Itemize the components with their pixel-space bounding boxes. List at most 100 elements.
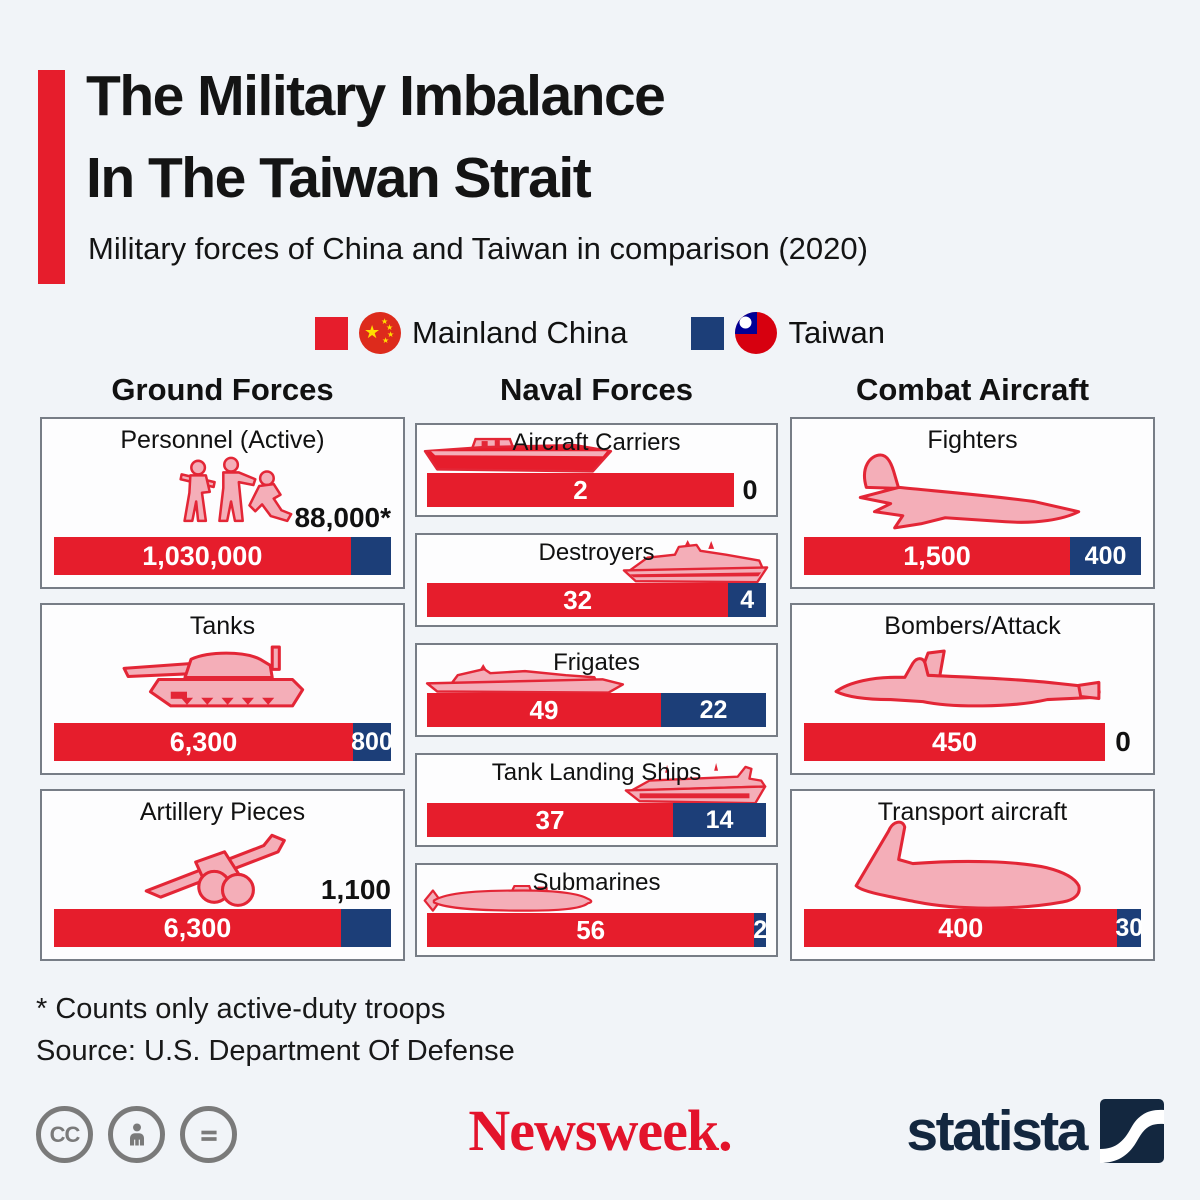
comparison-bar: 450 0 <box>804 723 1141 761</box>
column-naval-forces: Naval Forces Aircraft Carriers 2 0 <box>415 372 778 957</box>
svg-text:★: ★ <box>387 330 394 339</box>
svg-text:★: ★ <box>364 322 380 343</box>
china-value-label: 400 <box>938 912 984 943</box>
taiwan-bar-segment <box>350 537 391 575</box>
china-bar-segment: 2 <box>427 473 734 507</box>
taiwan-bar-segment: 14 <box>672 803 766 837</box>
no-derivatives-icon <box>180 1106 237 1163</box>
footnote-asterisk: * Counts only active-duty troops <box>36 993 446 1025</box>
panel-title-transport: Transport aircraft <box>877 798 1068 826</box>
panel-transport: Transport aircraft 400 30 <box>790 789 1155 961</box>
column-header-aircraft: Combat Aircraft <box>855 372 1090 407</box>
taiwan-value-label: 30 <box>1115 913 1144 942</box>
panel-personnel: Personnel (Active) 88,000* 1,030,000 <box>40 417 405 589</box>
fighter-icon <box>836 451 1104 538</box>
taiwan-value-label: 2 <box>753 915 768 944</box>
panel-frigates: Frigates 49 22 <box>415 643 778 737</box>
svg-text:★: ★ <box>382 336 389 345</box>
panel-title-tank-landing-ships: Tank Landing Ships <box>491 759 702 786</box>
statista-wordmark: statista <box>906 1099 1088 1163</box>
footnote-source: Source: U.S. Department Of Defense <box>36 1035 515 1067</box>
panel-title-carriers: Aircraft Carriers <box>512 429 681 456</box>
taiwan-bar-segment: 400 <box>1070 537 1141 575</box>
svg-text:★: ★ <box>381 317 388 326</box>
soldiers-icon <box>170 455 296 527</box>
comparison-bar: 6,300 800 <box>54 723 393 761</box>
china-bar-segment: 6,300 <box>54 723 354 761</box>
newsweek-logo: Newsweek. <box>468 1098 732 1163</box>
panel-bombers: Bombers/Attack 450 0 <box>790 603 1155 775</box>
column-combat-aircraft: Combat Aircraft Fighters 1,500 400 Bombe… <box>790 372 1155 961</box>
comparison-bar: 37 14 <box>427 803 766 837</box>
china-value-label: 1,500 <box>903 540 971 571</box>
panel-tank-landing-ships: Tank Landing Ships 37 14 <box>415 753 778 847</box>
taiwan-bar-segment: 22 <box>660 693 766 727</box>
china-bar-segment: 400 <box>804 909 1118 947</box>
china-value-label: 37 <box>535 804 565 835</box>
column-header-ground: Ground Forces <box>111 372 334 407</box>
frigate-icon <box>423 664 627 697</box>
taiwan-value-label: 14 <box>705 805 734 834</box>
comparison-bar: 56 2 <box>427 913 768 947</box>
panel-title-tanks: Tanks <box>189 612 256 640</box>
china-value-label: 2 <box>573 474 588 505</box>
taiwan-value-label: 0 <box>1115 726 1131 757</box>
cc-icon: CC <box>36 1106 93 1163</box>
taiwan-bar-segment: 4 <box>728 583 766 617</box>
panel-tanks: Tanks 6,300 800 <box>40 603 405 775</box>
aircraft-carrier-icon <box>423 433 615 475</box>
cc-label: CC <box>49 1121 81 1147</box>
transport-aircraft-icon <box>846 817 1094 912</box>
comparison-bar: 49 22 <box>427 693 766 727</box>
china-color-swatch <box>315 316 349 350</box>
tank-landing-ship-icon <box>620 761 772 806</box>
china-bar-segment: 56 <box>427 913 755 947</box>
china-bar-segment: 1,030,000 <box>54 537 351 575</box>
china-bar-segment: 1,500 <box>804 537 1071 575</box>
panel-title-frigates: Frigates <box>553 649 640 676</box>
panel-submarines: Submarines 56 2 <box>415 863 778 957</box>
china-bar-segment: 49 <box>427 693 661 727</box>
panel-fighters: Fighters 1,500 400 <box>790 417 1155 589</box>
taiwan-color-swatch <box>691 316 725 350</box>
panel-aircraft-carriers: Aircraft Carriers 2 0 <box>415 423 778 517</box>
taiwan-bar-segment: 30 <box>1115 909 1144 947</box>
tank-icon <box>118 643 326 720</box>
taiwan-value-label: 400 <box>1084 541 1127 570</box>
china-value-label: 1,030,000 <box>142 540 263 571</box>
china-value-label: 49 <box>529 694 559 725</box>
bomber-icon <box>830 647 1108 722</box>
legend-item-taiwan: Taiwan <box>691 311 885 355</box>
page-subtitle: Military forces of China and Taiwan in c… <box>88 231 868 266</box>
legend: ★ ★ ★ ★ ★ Mainland China Taiwan <box>0 311 1200 355</box>
svg-text:★: ★ <box>386 323 393 332</box>
column-ground-forces: Ground Forces Personnel (Active) 88,000*… <box>40 372 405 961</box>
china-value-label: 32 <box>563 584 593 615</box>
legend-label-china: Mainland China <box>412 315 628 350</box>
title-line-2: In The Taiwan Strait <box>86 145 592 210</box>
china-bar-segment: 450 <box>804 723 1105 761</box>
taiwan-flag-icon <box>734 311 778 355</box>
destroyer-icon <box>620 540 772 585</box>
title-line-1: The Military Imbalance <box>86 64 666 128</box>
column-header-naval: Naval Forces <box>500 372 693 407</box>
title-accent-bar <box>38 70 65 284</box>
panel-title-submarines: Submarines <box>532 869 661 896</box>
china-value-label: 450 <box>931 726 978 757</box>
taiwan-bar-segment: 2 <box>753 913 768 947</box>
taiwan-value-label: 22 <box>699 695 728 724</box>
legend-label-taiwan: Taiwan <box>788 315 885 350</box>
china-bar-segment: 37 <box>427 803 673 837</box>
panel-destroyers: Destroyers 32 4 <box>415 533 778 627</box>
taiwan-value-label: 0 <box>742 474 758 505</box>
comparison-bar: 6,300 <box>54 909 391 947</box>
comparison-bar: 2 0 <box>427 473 766 507</box>
license-icons: CC <box>36 1106 237 1163</box>
panel-title-destroyers: Destroyers <box>538 539 655 566</box>
china-bar-segment: 6,300 <box>54 909 341 947</box>
page-title: The Military Imbalance In The Taiwan Str… <box>86 56 666 219</box>
panel-artillery: Artillery Pieces 1,100 6,300 <box>40 789 405 961</box>
artillery-icon <box>138 825 308 909</box>
panel-title-personnel: Personnel (Active) <box>120 426 325 454</box>
comparison-bar: 1,500 400 <box>804 537 1141 575</box>
